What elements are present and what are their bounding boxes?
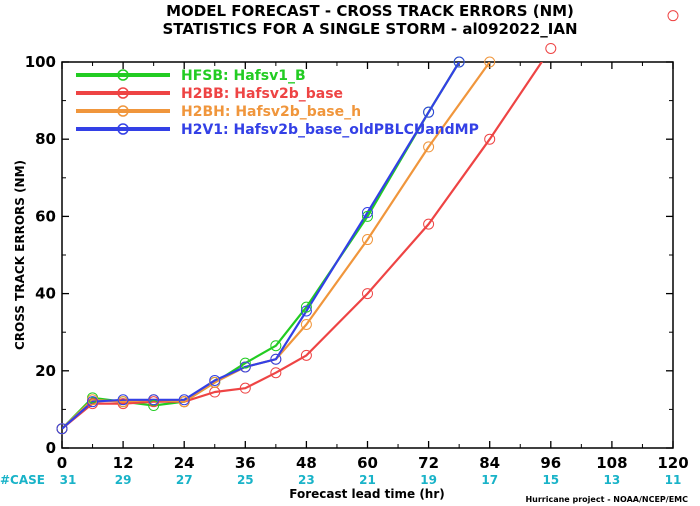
x-tick-label: 108 — [596, 454, 627, 472]
x-tick-label: 84 — [479, 454, 500, 472]
data-point-marker — [545, 42, 557, 54]
series-markers — [56, 10, 679, 435]
data-point-marker — [178, 394, 190, 406]
data-point-marker — [667, 10, 679, 22]
case-count: 11 — [665, 473, 682, 487]
case-count: 31 — [60, 473, 77, 487]
case-count: 13 — [604, 473, 621, 487]
x-tick-label: 36 — [235, 454, 256, 472]
case-count: 17 — [481, 473, 498, 487]
data-point-marker — [362, 207, 373, 219]
case-count: 25 — [237, 473, 254, 487]
data-point-marker — [148, 400, 160, 412]
data-point-marker — [300, 349, 312, 361]
data-point-marker — [300, 301, 312, 313]
legend: HFSB: Hafsv1_B H2BB: Hafsv2b_base H2BH: Ha… — [76, 68, 479, 138]
y-axis-label: CROSS TRACK ERRORS (NM) — [13, 160, 27, 350]
chart-title-line2: STATISTICS FOR A SINGLE STORM - al092022… — [163, 20, 578, 38]
legend-label: HFSB: Hafsv1_B — [181, 68, 306, 84]
data-point-marker — [270, 353, 282, 365]
x-tick-label: 48 — [296, 454, 317, 472]
case-count: 15 — [542, 473, 559, 487]
data-point-marker — [362, 234, 373, 246]
case-row-label: #CASE — [0, 473, 45, 487]
data-point-marker — [484, 56, 496, 68]
data-point-marker — [423, 141, 435, 153]
x-axis-ticks: 0 12 24 36 48 60 72 84 96 108 120 — [57, 62, 689, 472]
data-point-marker — [87, 396, 99, 408]
case-count: 21 — [359, 473, 376, 487]
x-tick-label: 72 — [418, 454, 439, 472]
case-count-row: #CASE 31 29 27 25 23 21 19 17 15 13 11 — [0, 473, 681, 487]
legend-swatch-marker — [117, 123, 129, 135]
credit-text: Hurricane project - NOAA/NCEP/EMC — [525, 495, 688, 504]
series-lines — [62, 62, 544, 430]
data-point-marker — [239, 361, 251, 373]
data-point-marker — [453, 56, 465, 68]
data-point-marker — [239, 382, 251, 394]
plot-frame — [61, 61, 674, 449]
x-tick-label: 60 — [357, 454, 378, 472]
data-point-marker — [362, 288, 373, 300]
data-point-marker — [300, 318, 312, 330]
y-tick-label: 80 — [35, 130, 56, 148]
data-point-marker — [484, 133, 496, 145]
chart-title-line1: MODEL FORECAST - CROSS TRACK ERRORS (NM) — [166, 2, 574, 20]
x-tick-label: 0 — [57, 454, 67, 472]
data-point-marker — [423, 218, 435, 230]
case-count: 29 — [115, 473, 132, 487]
legend-swatch-marker — [117, 105, 129, 117]
y-axis-ticks: 0 20 40 60 80 100 — [25, 53, 673, 457]
y-tick-label: 0 — [46, 439, 56, 457]
case-count: 27 — [176, 473, 193, 487]
data-point-marker — [239, 357, 251, 369]
x-tick-label: 12 — [113, 454, 134, 472]
legend-label: H2BB: Hafsv2b_base — [181, 86, 343, 102]
legend-swatch-marker — [117, 87, 129, 99]
data-point-marker — [270, 340, 282, 352]
data-point-marker — [270, 367, 282, 379]
case-count: 23 — [298, 473, 315, 487]
case-count: 19 — [420, 473, 437, 487]
data-point-marker — [148, 394, 160, 406]
y-tick-label: 100 — [25, 53, 56, 71]
x-tick-label: 24 — [174, 454, 195, 472]
y-tick-label: 60 — [35, 207, 56, 225]
legend-swatch-marker — [117, 69, 129, 81]
data-point-marker — [423, 106, 435, 118]
data-point-marker — [300, 305, 312, 317]
data-point-marker — [56, 423, 68, 435]
y-tick-label: 40 — [35, 285, 56, 303]
y-tick-label: 20 — [35, 362, 56, 380]
data-point-marker — [362, 210, 373, 222]
data-point-marker — [117, 394, 129, 406]
legend-label: H2V1: Hafsv2b_base_oldPBLCUandMP — [181, 122, 479, 138]
x-tick-label: 120 — [657, 454, 688, 472]
series-line-2 — [62, 62, 544, 430]
data-point-marker — [209, 374, 221, 386]
x-tick-label: 96 — [540, 454, 561, 472]
x-axis-label: Forecast lead time (hr) — [289, 487, 445, 501]
legend-label: H2BH: Hafsv2b_base_h — [181, 104, 361, 120]
